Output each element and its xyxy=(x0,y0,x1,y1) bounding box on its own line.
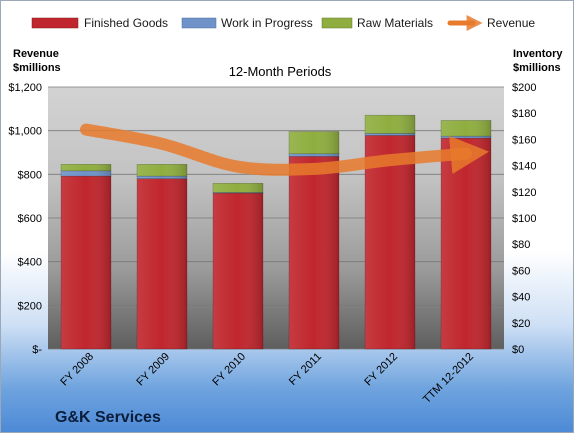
left-tick-label: $800 xyxy=(18,169,42,181)
x-tick-label: FY 2008 xyxy=(58,351,96,389)
revenue-line-path xyxy=(80,123,489,176)
bar-segment-shading xyxy=(441,120,491,137)
legend-label-revenue: Revenue xyxy=(487,16,535,30)
x-axis-ticks: FY 2008 FY 2009 FY 2010 FY 2011 FY 2012 TTM 1… xyxy=(58,351,476,406)
bar-segment-shading xyxy=(441,136,491,139)
bar-segment-shading xyxy=(137,178,187,349)
legend-swatch-work-in-progress xyxy=(181,17,217,29)
left-tick-label: $200 xyxy=(18,300,42,312)
left-tick-label: $- xyxy=(32,344,42,356)
bar-segment-shading xyxy=(289,153,339,157)
x-tick-label: FY 2009 xyxy=(134,351,172,389)
x-tick-label: FY 2011 xyxy=(287,351,324,388)
left-tick-label: $1,200 xyxy=(8,82,42,94)
right-tick-label: $0 xyxy=(512,344,524,356)
left-tick-label: $400 xyxy=(18,257,42,269)
right-tick-label: $20 xyxy=(512,318,530,330)
bar-segment-shading xyxy=(61,176,111,349)
bar-segment-shading xyxy=(289,156,339,349)
bar-segment-shading xyxy=(441,138,491,349)
right-axis-title-line1: Inventory xyxy=(513,48,563,60)
bar-segment-shading xyxy=(213,183,263,193)
bar-segment-shading xyxy=(289,131,339,154)
right-tick-label: $80 xyxy=(512,239,530,251)
right-tick-label: $160 xyxy=(512,134,536,146)
bar-segment-shading xyxy=(365,133,415,136)
legend-label-work-in-progress: Work in Progress xyxy=(221,16,313,30)
legend: Finished Goods Work in Progress Raw Mate… xyxy=(31,14,535,32)
right-axis-title-line2: $millions xyxy=(513,62,561,74)
right-tick-label: $40 xyxy=(512,292,530,304)
x-tick-label: FY 2010 xyxy=(210,351,248,389)
right-tick-label: $120 xyxy=(512,187,536,199)
x-tick-label: FY 2012 xyxy=(362,351,400,389)
right-tick-label: $200 xyxy=(512,82,536,94)
left-tick-label: $600 xyxy=(18,213,42,225)
revenue-line xyxy=(80,123,489,176)
left-axis-ticks: $- $200 $400 $600 $800 $1,000 $1,200 xyxy=(8,82,42,356)
bar-segment-shading xyxy=(213,193,263,349)
legend-label-finished-goods: Finished Goods xyxy=(84,16,168,30)
legend-swatch-finished-goods xyxy=(31,17,79,29)
right-axis-ticks: $0 $20 $40 $60 $80 $100 $120 $140 $160 $180 $200 xyxy=(512,82,536,356)
bar-segment-shading xyxy=(137,176,187,179)
right-tick-label: $60 xyxy=(512,265,530,277)
chart-subtitle: 12-Month Periods xyxy=(229,64,332,79)
bar-segment-shading xyxy=(365,115,415,134)
right-tick-label: $180 xyxy=(512,108,536,120)
legend-swatch-raw-materials xyxy=(321,17,353,29)
legend-label-raw-materials: Raw Materials xyxy=(357,16,433,30)
bar-segment-shading xyxy=(365,135,415,349)
left-axis-title-line1: Revenue xyxy=(13,48,59,60)
bar-segment-shading xyxy=(213,192,263,194)
left-axis-title-line2: $millions xyxy=(13,62,61,74)
bar-segment-shading xyxy=(61,164,111,171)
bar-segment-shading xyxy=(137,164,187,177)
left-tick-label: $1,000 xyxy=(8,126,42,138)
right-tick-label: $140 xyxy=(512,161,536,173)
company-name: G&K Services xyxy=(55,409,161,426)
bar-segment-shading xyxy=(61,170,111,177)
bars xyxy=(60,114,492,350)
right-tick-label: $100 xyxy=(512,213,536,225)
x-tick-label: TTM 12-2012 xyxy=(421,351,476,406)
